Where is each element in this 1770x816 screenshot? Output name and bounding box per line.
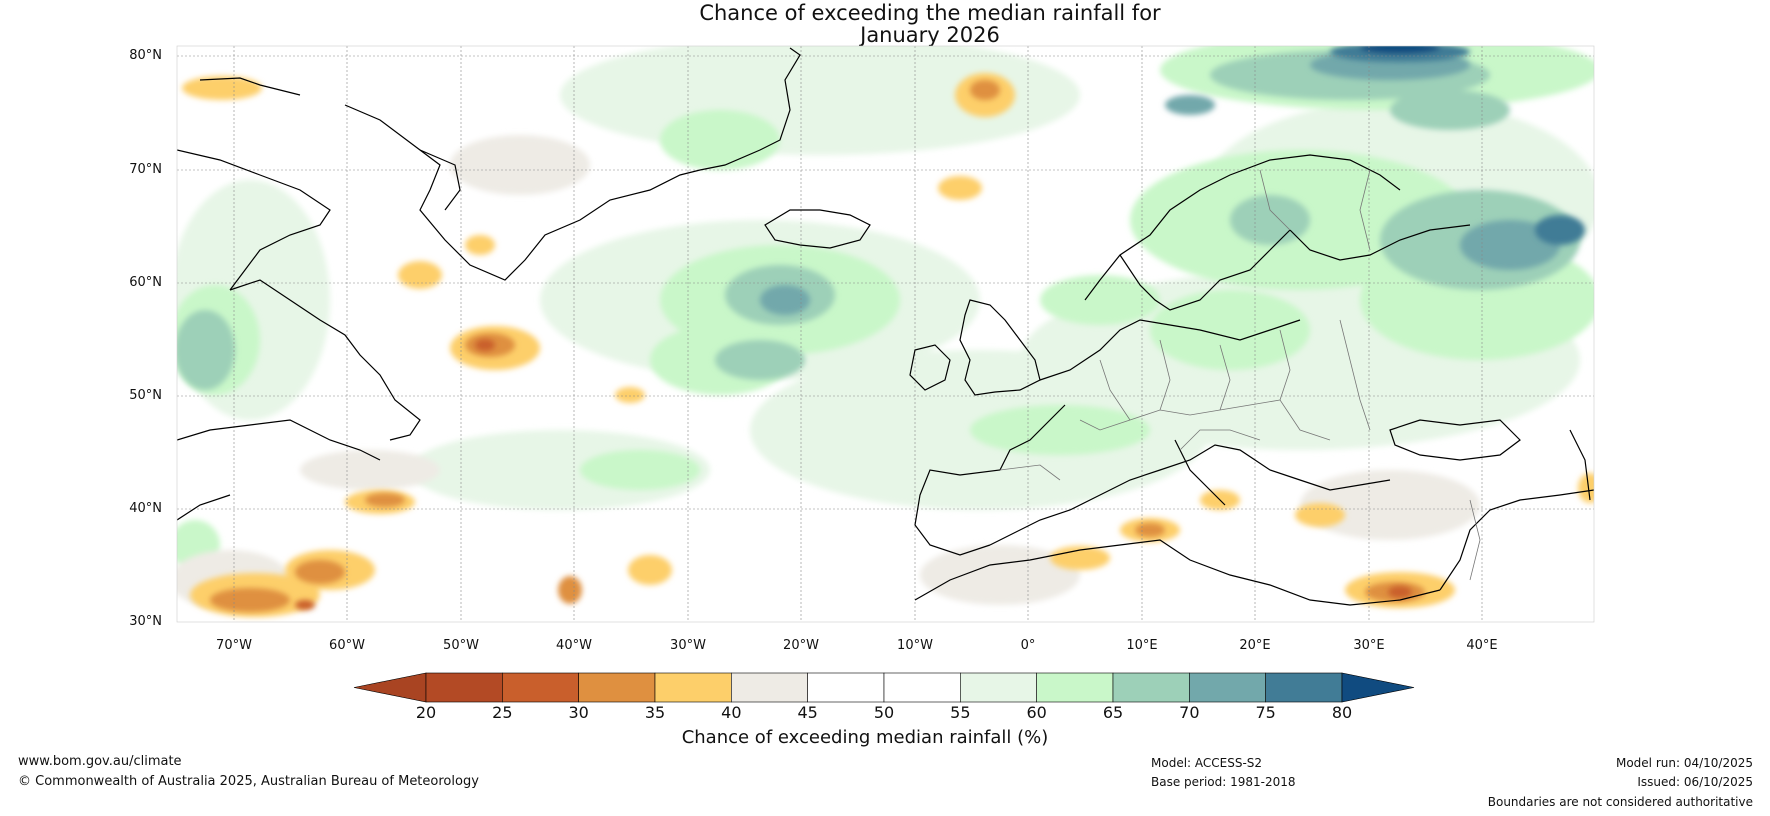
lon-label-40e: 40°E: [1466, 638, 1498, 653]
footer-copyright: © Commonwealth of Australia 2025, Austra…: [18, 774, 479, 789]
colorbar-tick-label: 40: [721, 703, 742, 722]
lon-label-0: 0°: [1020, 638, 1036, 653]
lat-label-40n: 40°N: [129, 501, 162, 516]
lat-label-70n: 70°N: [129, 162, 162, 177]
colorbar-tick-label: 50: [873, 703, 895, 722]
lon-label-10e: 10°E: [1126, 638, 1158, 653]
colorbar-tick-label: 45: [797, 703, 818, 722]
lon-label-30e: 30°E: [1353, 638, 1385, 653]
lat-label-80n: 80°N: [129, 48, 162, 63]
footer-issued: Issued: 06/10/2025: [1637, 775, 1753, 789]
colorbar-tick-label: 55: [950, 703, 971, 722]
colorbar-tick-label: 65: [1102, 703, 1124, 722]
colorbar-segment: [960, 672, 1037, 703]
colorbar-segment: [1189, 672, 1266, 703]
footer-disclaimer: Boundaries are not considered authoritat…: [1487, 795, 1753, 809]
footer-model-run: Model run: 04/10/2025: [1615, 756, 1753, 770]
colorbar-label: Chance of exceeding median rainfall (%): [681, 727, 1049, 748]
map-plot-area: [177, 46, 1594, 622]
colorbar-segment: [578, 672, 656, 703]
lon-label-50w: 50°W: [443, 638, 479, 653]
colorbar-segment: [502, 672, 579, 703]
colorbar-extend-high: [1341, 672, 1415, 703]
category-75-plus-areas: [1330, 46, 1585, 245]
colorbar-tick-label: 60: [1026, 703, 1047, 722]
colorbar-segment: [1265, 672, 1343, 703]
lat-label-50n: 50°N: [129, 388, 162, 403]
colorbar-segment: [1112, 672, 1190, 703]
lon-label-30w: 30°W: [670, 638, 706, 653]
colorbar-tick-label: 80: [1331, 703, 1353, 722]
map-title-line2: January 2026: [860, 23, 1000, 47]
lat-label-30n: 30°N: [129, 614, 162, 629]
footer-url: www.bom.gov.au/climate: [18, 754, 182, 769]
category-25-30-areas: [295, 339, 1412, 610]
colorbar-tick-label: 75: [1255, 703, 1276, 722]
lon-label-60w: 60°W: [329, 638, 365, 653]
country-borders: [999, 169, 1481, 581]
lon-label-10w: 10°W: [897, 638, 933, 653]
colorbar-tick-label: 25: [492, 703, 513, 722]
graticule: [177, 46, 1594, 622]
colorbar-tick-label: 30: [568, 703, 589, 722]
colorbar-segment: [807, 672, 885, 703]
colorbar-tick-label: 35: [644, 703, 666, 722]
colorbar-segment: [1036, 672, 1114, 703]
map-frame: [176, 45, 1595, 623]
colorbar-tick-label: 20: [415, 703, 437, 722]
colorbar-segment: [731, 672, 808, 703]
colorbar-segment: [654, 672, 732, 703]
colorbar-segment: [883, 672, 961, 703]
lon-label-20e: 20°E: [1239, 638, 1271, 653]
lon-label-70w: 70°W: [216, 638, 252, 653]
colorbar-segment: [425, 672, 503, 703]
footer-model: Model: ACCESS-S2: [1151, 756, 1263, 770]
lon-label-40w: 40°W: [556, 638, 592, 653]
colorbar: [353, 672, 1415, 703]
lat-label-60n: 60°N: [129, 275, 162, 290]
colorbar-extend-low: [353, 672, 427, 703]
footer-base-period: Base period: 1981-2018: [1151, 775, 1296, 789]
colorbar-tick-label: 70: [1179, 703, 1200, 722]
coastlines: [177, 47, 1594, 606]
map-title-line1: Chance of exceeding the median rainfall …: [699, 1, 1161, 25]
lon-label-20w: 20°W: [783, 638, 819, 653]
